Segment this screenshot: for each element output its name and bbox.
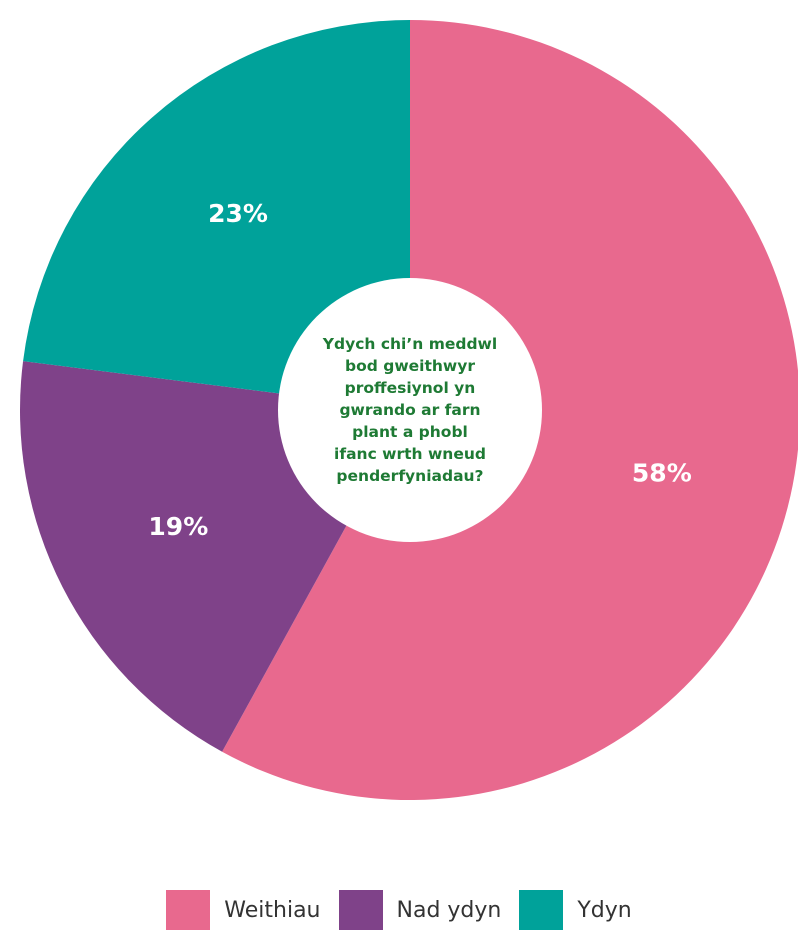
slice-ydyn — [23, 20, 411, 410]
donut-chart: 58% 19% 23% Ydych chi’n meddwl bod gweithwy… — [20, 20, 798, 800]
chart-title-line: ifanc wrth wneud — [334, 445, 486, 463]
chart-title-line: bod gweithwyr — [345, 357, 475, 375]
legend-swatch-ydyn — [519, 890, 564, 930]
legend-swatch-weithiau — [166, 890, 211, 930]
donut-hole — [278, 278, 542, 542]
legend-label-weithiau: Weithiau — [224, 897, 321, 923]
chart-title-line: proffesiynol yn — [345, 379, 476, 397]
chart-title-line: gwrando ar farn — [339, 401, 480, 419]
slice-label-nad-ydyn: 19% — [148, 512, 208, 541]
chart-title-line: Ydych chi’n meddwl — [322, 335, 497, 353]
legend-item-ydyn: Ydyn — [519, 890, 632, 930]
chart-title: Ydych chi’n meddwl bod gweithwyr proffesiy… — [322, 335, 497, 485]
slice-labels: 58% 19% 23% — [148, 199, 691, 541]
legend-item-weithiau: Weithiau — [166, 890, 321, 930]
slice-label-weithiau: 58% — [632, 459, 692, 488]
chart-title-line: penderfyniadau? — [336, 467, 483, 485]
chart-title-line: plant a phobl — [352, 423, 468, 441]
legend-label-nad-ydyn: Nad ydyn — [396, 897, 502, 923]
legend-swatch-nad-ydyn — [338, 890, 383, 930]
legend-label-ydyn: Ydyn — [577, 897, 632, 923]
slice-label-ydyn: 23% — [208, 199, 268, 228]
legend-item-nad-ydyn: Nad ydyn — [338, 890, 502, 930]
chart-legend: Weithiau Nad ydyn Ydyn — [0, 890, 798, 930]
